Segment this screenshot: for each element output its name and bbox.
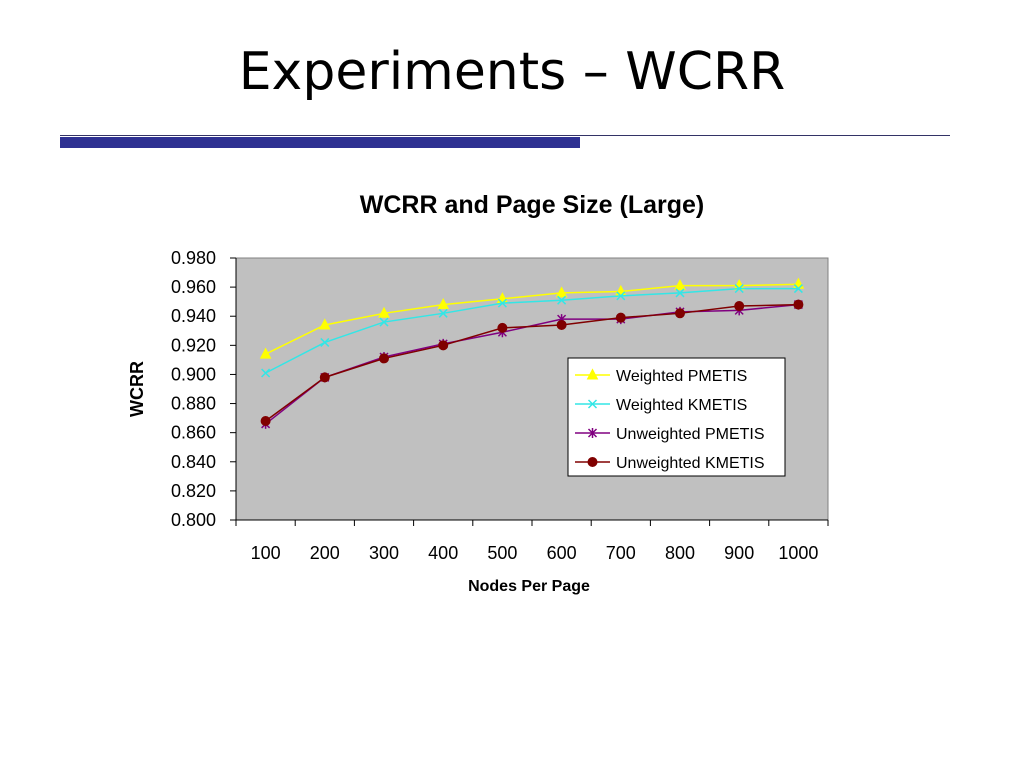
x-tick-label: 500 bbox=[487, 543, 517, 563]
data-point bbox=[733, 279, 746, 291]
legend-label: Weighted KMETIS bbox=[616, 397, 747, 414]
y-tick-label: 0.840 bbox=[171, 452, 216, 472]
y-tick-label: 0.940 bbox=[171, 306, 216, 326]
data-point bbox=[555, 286, 568, 298]
y-tick-label: 0.960 bbox=[171, 277, 216, 297]
data-point bbox=[497, 298, 507, 308]
legend-item: Weighted KMETIS bbox=[575, 397, 747, 414]
y-axis-label: WCRR bbox=[127, 361, 147, 417]
y-tick-label: 0.880 bbox=[171, 394, 216, 414]
axes: 0.800 0.820 0.840 0.860 0.880 0.900 0.920 0.940… bbox=[171, 248, 829, 563]
data-point bbox=[557, 295, 567, 305]
data-point bbox=[379, 317, 389, 327]
data-point bbox=[379, 353, 389, 364]
data-point bbox=[734, 301, 745, 312]
series-line bbox=[265, 287, 799, 374]
series-line bbox=[265, 283, 799, 355]
x-tick-label: 800 bbox=[665, 543, 695, 563]
data-point bbox=[675, 308, 685, 319]
data-point bbox=[734, 284, 744, 294]
data-point bbox=[318, 318, 331, 330]
data-point bbox=[319, 372, 330, 383]
legend-label: Weighted PMETIS bbox=[616, 368, 747, 385]
data-point bbox=[438, 340, 449, 351]
data-point bbox=[675, 288, 685, 298]
data-point bbox=[616, 291, 626, 301]
data-point bbox=[497, 322, 508, 333]
y-tick-label: 0.900 bbox=[171, 364, 216, 384]
y-tick-label: 0.860 bbox=[171, 423, 216, 443]
data-point bbox=[320, 337, 330, 347]
x-tick-label: 900 bbox=[724, 543, 754, 563]
title-divider-line bbox=[60, 135, 950, 136]
x-tick-label: 1000 bbox=[778, 543, 818, 563]
y-tick-label: 0.980 bbox=[171, 248, 216, 268]
x-tick-label: 700 bbox=[606, 543, 636, 563]
series-layer bbox=[259, 277, 805, 429]
legend-item: Weighted PMETIS bbox=[575, 368, 747, 385]
data-point bbox=[261, 368, 271, 378]
legend-swatch-marker bbox=[586, 368, 599, 380]
data-point bbox=[793, 299, 804, 310]
series-unweighted-kmetis bbox=[260, 299, 804, 427]
data-point bbox=[615, 312, 626, 323]
data-point bbox=[259, 347, 272, 359]
x-tick-label: 200 bbox=[310, 543, 340, 563]
data-point bbox=[437, 298, 450, 310]
legend-swatch-marker bbox=[587, 457, 598, 467]
x-tick-label: 100 bbox=[251, 543, 281, 563]
slide-title: Experiments – WCRR bbox=[238, 42, 786, 102]
chart-title: WCRR and Page Size (Large) bbox=[360, 191, 705, 219]
data-point bbox=[438, 308, 448, 318]
data-point bbox=[556, 319, 567, 330]
series-weighted-kmetis bbox=[261, 284, 803, 378]
data-point bbox=[378, 306, 390, 318]
title-accent-bar bbox=[60, 137, 580, 148]
data-point bbox=[793, 284, 803, 294]
y-tick-label: 0.820 bbox=[171, 481, 216, 501]
legend-item: Unweighted KMETIS bbox=[575, 455, 765, 472]
legend-swatch-marker bbox=[587, 399, 598, 409]
x-tick-label: 300 bbox=[369, 543, 399, 563]
y-tick-label: 0.920 bbox=[171, 335, 216, 355]
legend: Weighted PMETIS Weighted KMETIS Unweighted… bbox=[567, 357, 786, 477]
legend-swatch-marker bbox=[587, 428, 598, 438]
data-point bbox=[674, 279, 686, 291]
legend-item: Unweighted PMETIS bbox=[575, 426, 765, 443]
legend-label: Unweighted KMETIS bbox=[616, 455, 765, 472]
x-tick-label: 600 bbox=[547, 543, 577, 563]
series-line bbox=[265, 303, 799, 422]
x-tick-label: 400 bbox=[428, 543, 458, 563]
y-tick-label: 0.800 bbox=[171, 510, 216, 530]
x-axis-label: Nodes Per Page bbox=[468, 578, 590, 595]
legend-label: Unweighted PMETIS bbox=[616, 426, 765, 443]
data-point bbox=[260, 416, 271, 427]
legend-box bbox=[567, 357, 786, 477]
